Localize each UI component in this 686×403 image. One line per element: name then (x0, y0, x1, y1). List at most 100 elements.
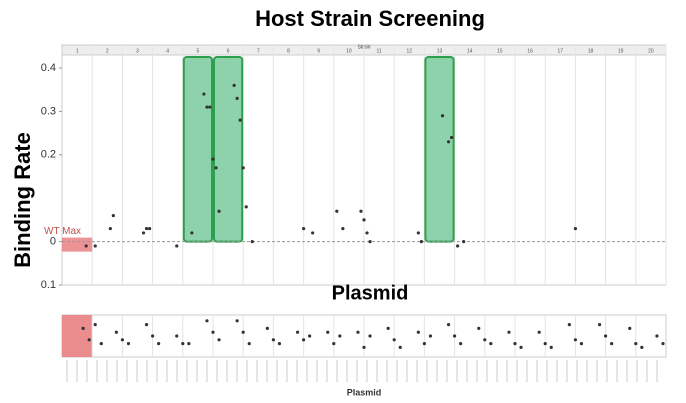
point (628, 326, 632, 330)
strain-label: 4 (166, 48, 169, 54)
point (422, 342, 426, 346)
point (477, 326, 481, 330)
point (181, 342, 185, 346)
point (362, 345, 366, 349)
highlight-box (424, 56, 455, 243)
point (537, 330, 541, 334)
point (271, 338, 275, 342)
point (87, 338, 91, 342)
x-axis-label: Plasmid (347, 387, 382, 397)
point (144, 226, 149, 231)
strain-label: 5 (197, 48, 200, 54)
point (308, 334, 312, 338)
point (238, 118, 242, 122)
strain-label: 11 (376, 48, 381, 54)
y-axis-label: Binding Rate (10, 132, 35, 268)
point (81, 326, 85, 330)
point (459, 342, 463, 346)
point (217, 209, 221, 213)
point (419, 240, 423, 244)
point (126, 342, 131, 346)
strain-label: 6 (227, 48, 230, 54)
point (489, 342, 493, 346)
strain-label: 14 (467, 48, 473, 54)
y-tick-label: 0.1 (41, 279, 56, 291)
point (456, 244, 460, 248)
point (543, 342, 547, 346)
point (332, 342, 336, 346)
point (202, 92, 206, 96)
point (311, 231, 315, 235)
highlight-box (213, 56, 244, 243)
point (661, 342, 665, 346)
strain-label: 7 (257, 48, 260, 54)
y-tick-label: 0.2 (41, 149, 56, 161)
chart-title: Host Strain Screening (255, 6, 485, 31)
point (513, 342, 517, 346)
strain-label: 20 (648, 48, 654, 54)
point (235, 319, 239, 323)
point (549, 345, 553, 349)
point (449, 135, 454, 140)
strain-label: 19 (618, 48, 624, 54)
point (214, 166, 218, 170)
point (453, 334, 457, 338)
strain-label: 8 (287, 48, 290, 54)
point (120, 338, 124, 342)
point (99, 342, 103, 346)
point (211, 157, 215, 161)
strain-label: 1 (76, 48, 79, 54)
point (175, 334, 179, 338)
y-tick-label: 0.4 (41, 62, 56, 74)
point (211, 330, 215, 334)
point (597, 323, 602, 327)
point (93, 323, 97, 327)
point (111, 213, 115, 218)
point (250, 240, 254, 244)
point (610, 342, 614, 346)
strain-label: 15 (497, 48, 503, 54)
point (175, 244, 179, 248)
point (392, 338, 396, 342)
point (440, 114, 445, 118)
point (247, 342, 251, 346)
point (93, 244, 97, 248)
point (573, 338, 578, 342)
point (190, 231, 194, 235)
point (416, 330, 420, 334)
point (362, 218, 366, 222)
y-tick-label: 0 (50, 236, 56, 248)
point (302, 338, 306, 342)
point (567, 323, 571, 327)
point (241, 330, 245, 334)
point (446, 140, 451, 144)
point (144, 323, 149, 327)
point (507, 330, 511, 334)
point (462, 240, 466, 244)
highlight-box (182, 56, 214, 243)
point (151, 334, 155, 338)
point (640, 345, 644, 349)
highlight-box (62, 315, 93, 357)
panel-title: Plasmid (332, 282, 409, 304)
strain-label: 2 (106, 48, 109, 54)
point (335, 209, 339, 213)
point (634, 342, 638, 346)
point (446, 323, 451, 327)
point (217, 338, 221, 342)
point (579, 342, 584, 346)
reference-label: WT Max (44, 226, 81, 237)
point (295, 330, 300, 334)
point (365, 231, 369, 235)
point (519, 345, 523, 349)
point (141, 231, 146, 235)
point (428, 334, 433, 338)
point (341, 226, 345, 231)
point (302, 226, 306, 231)
strain-label: 3 (136, 48, 139, 54)
point (386, 326, 390, 330)
strain-label: 18 (588, 48, 594, 54)
point (368, 334, 372, 338)
